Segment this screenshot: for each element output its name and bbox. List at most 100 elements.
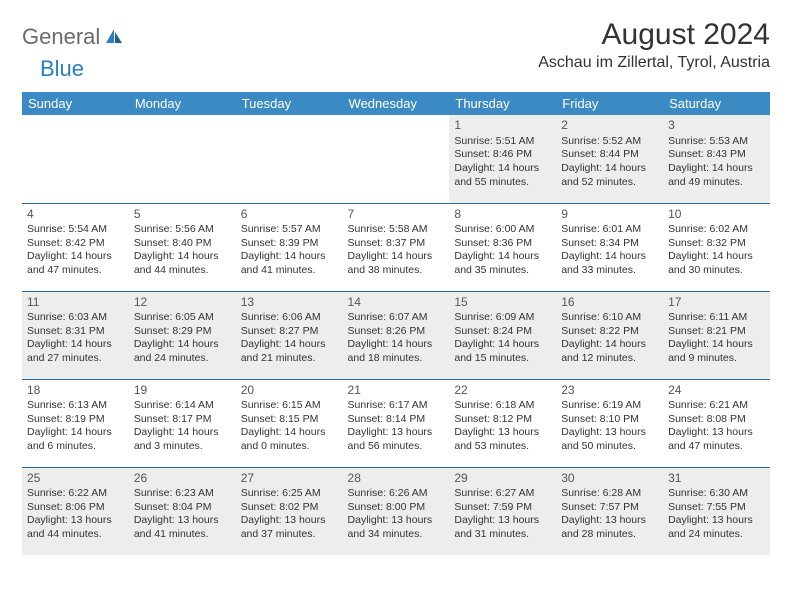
daylight-text: Daylight: 14 hours and 18 minutes. [348, 338, 445, 365]
day-cell: 7Sunrise: 5:58 AMSunset: 8:37 PMDaylight… [343, 203, 450, 291]
daylight-text: Daylight: 13 hours and 53 minutes. [454, 426, 551, 453]
daylight-text: Daylight: 14 hours and 24 minutes. [134, 338, 231, 365]
sunset-text: Sunset: 7:59 PM [454, 501, 551, 515]
empty-cell [22, 115, 129, 203]
sunset-text: Sunset: 8:39 PM [241, 237, 338, 251]
logo: General [22, 24, 126, 50]
daylight-text: Daylight: 13 hours and 44 minutes. [27, 514, 124, 541]
sunrise-text: Sunrise: 5:51 AM [454, 135, 551, 149]
day-cell: 17Sunrise: 6:11 AMSunset: 8:21 PMDayligh… [663, 291, 770, 379]
day-cell: 1Sunrise: 5:51 AMSunset: 8:46 PMDaylight… [449, 115, 556, 203]
sunrise-text: Sunrise: 6:07 AM [348, 311, 445, 325]
sunrise-text: Sunrise: 6:30 AM [668, 487, 765, 501]
day-cell: 6Sunrise: 5:57 AMSunset: 8:39 PMDaylight… [236, 203, 343, 291]
daylight-text: Daylight: 13 hours and 41 minutes. [134, 514, 231, 541]
day-number: 30 [561, 471, 658, 487]
day-number: 12 [134, 295, 231, 311]
day-cell: 13Sunrise: 6:06 AMSunset: 8:27 PMDayligh… [236, 291, 343, 379]
sunset-text: Sunset: 8:43 PM [668, 148, 765, 162]
daylight-text: Daylight: 13 hours and 56 minutes. [348, 426, 445, 453]
sunrise-text: Sunrise: 6:00 AM [454, 223, 551, 237]
day-number: 2 [561, 118, 658, 134]
day-header: Wednesday [343, 92, 450, 115]
day-number: 3 [668, 118, 765, 134]
sunrise-text: Sunrise: 6:10 AM [561, 311, 658, 325]
daylight-text: Daylight: 13 hours and 47 minutes. [668, 426, 765, 453]
sunset-text: Sunset: 8:32 PM [668, 237, 765, 251]
daylight-text: Daylight: 14 hours and 38 minutes. [348, 250, 445, 277]
sunrise-text: Sunrise: 5:58 AM [348, 223, 445, 237]
sunrise-text: Sunrise: 5:52 AM [561, 135, 658, 149]
sunrise-text: Sunrise: 6:02 AM [668, 223, 765, 237]
sunset-text: Sunset: 8:34 PM [561, 237, 658, 251]
day-number: 26 [134, 471, 231, 487]
sunrise-text: Sunrise: 6:17 AM [348, 399, 445, 413]
sunrise-text: Sunrise: 6:11 AM [668, 311, 765, 325]
empty-cell [343, 115, 450, 203]
day-header: Sunday [22, 92, 129, 115]
sunset-text: Sunset: 8:08 PM [668, 413, 765, 427]
day-number: 27 [241, 471, 338, 487]
empty-cell [236, 115, 343, 203]
day-number: 20 [241, 383, 338, 399]
sunrise-text: Sunrise: 5:53 AM [668, 135, 765, 149]
day-cell: 26Sunrise: 6:23 AMSunset: 8:04 PMDayligh… [129, 467, 236, 555]
daylight-text: Daylight: 14 hours and 44 minutes. [134, 250, 231, 277]
sunrise-text: Sunrise: 6:28 AM [561, 487, 658, 501]
day-header: Tuesday [236, 92, 343, 115]
calendar-table: SundayMondayTuesdayWednesdayThursdayFrid… [22, 92, 770, 555]
daylight-text: Daylight: 13 hours and 50 minutes. [561, 426, 658, 453]
sunset-text: Sunset: 8:10 PM [561, 413, 658, 427]
daylight-text: Daylight: 13 hours and 24 minutes. [668, 514, 765, 541]
day-number: 9 [561, 207, 658, 223]
day-number: 4 [27, 207, 124, 223]
sunrise-text: Sunrise: 6:19 AM [561, 399, 658, 413]
sunset-text: Sunset: 8:21 PM [668, 325, 765, 339]
sunset-text: Sunset: 8:44 PM [561, 148, 658, 162]
sunrise-text: Sunrise: 6:26 AM [348, 487, 445, 501]
day-number: 7 [348, 207, 445, 223]
sunset-text: Sunset: 8:00 PM [348, 501, 445, 515]
daylight-text: Daylight: 14 hours and 0 minutes. [241, 426, 338, 453]
day-number: 28 [348, 471, 445, 487]
day-cell: 27Sunrise: 6:25 AMSunset: 8:02 PMDayligh… [236, 467, 343, 555]
sunrise-text: Sunrise: 6:06 AM [241, 311, 338, 325]
day-number: 15 [454, 295, 551, 311]
sunset-text: Sunset: 8:02 PM [241, 501, 338, 515]
day-number: 29 [454, 471, 551, 487]
sunset-text: Sunset: 8:24 PM [454, 325, 551, 339]
day-cell: 24Sunrise: 6:21 AMSunset: 8:08 PMDayligh… [663, 379, 770, 467]
sunrise-text: Sunrise: 6:14 AM [134, 399, 231, 413]
empty-cell [129, 115, 236, 203]
day-number: 11 [27, 295, 124, 311]
sunset-text: Sunset: 7:55 PM [668, 501, 765, 515]
day-number: 22 [454, 383, 551, 399]
sunrise-text: Sunrise: 6:23 AM [134, 487, 231, 501]
day-cell: 20Sunrise: 6:15 AMSunset: 8:15 PMDayligh… [236, 379, 343, 467]
day-cell: 12Sunrise: 6:05 AMSunset: 8:29 PMDayligh… [129, 291, 236, 379]
calendar-page: General August 2024 Aschau im Zillertal,… [0, 0, 792, 565]
sunset-text: Sunset: 8:06 PM [27, 501, 124, 515]
sunrise-text: Sunrise: 6:22 AM [27, 487, 124, 501]
daylight-text: Daylight: 14 hours and 6 minutes. [27, 426, 124, 453]
month-title: August 2024 [538, 18, 770, 52]
sunset-text: Sunset: 8:19 PM [27, 413, 124, 427]
day-number: 21 [348, 383, 445, 399]
day-header: Monday [129, 92, 236, 115]
day-cell: 3Sunrise: 5:53 AMSunset: 8:43 PMDaylight… [663, 115, 770, 203]
day-number: 31 [668, 471, 765, 487]
day-cell: 8Sunrise: 6:00 AMSunset: 8:36 PMDaylight… [449, 203, 556, 291]
day-cell: 29Sunrise: 6:27 AMSunset: 7:59 PMDayligh… [449, 467, 556, 555]
sunset-text: Sunset: 8:22 PM [561, 325, 658, 339]
day-cell: 30Sunrise: 6:28 AMSunset: 7:57 PMDayligh… [556, 467, 663, 555]
sunset-text: Sunset: 8:15 PM [241, 413, 338, 427]
sunrise-text: Sunrise: 6:27 AM [454, 487, 551, 501]
sunset-text: Sunset: 8:12 PM [454, 413, 551, 427]
day-header: Saturday [663, 92, 770, 115]
sunrise-text: Sunrise: 6:05 AM [134, 311, 231, 325]
daylight-text: Daylight: 14 hours and 21 minutes. [241, 338, 338, 365]
day-number: 16 [561, 295, 658, 311]
sunrise-text: Sunrise: 6:15 AM [241, 399, 338, 413]
day-number: 6 [241, 207, 338, 223]
day-number: 13 [241, 295, 338, 311]
